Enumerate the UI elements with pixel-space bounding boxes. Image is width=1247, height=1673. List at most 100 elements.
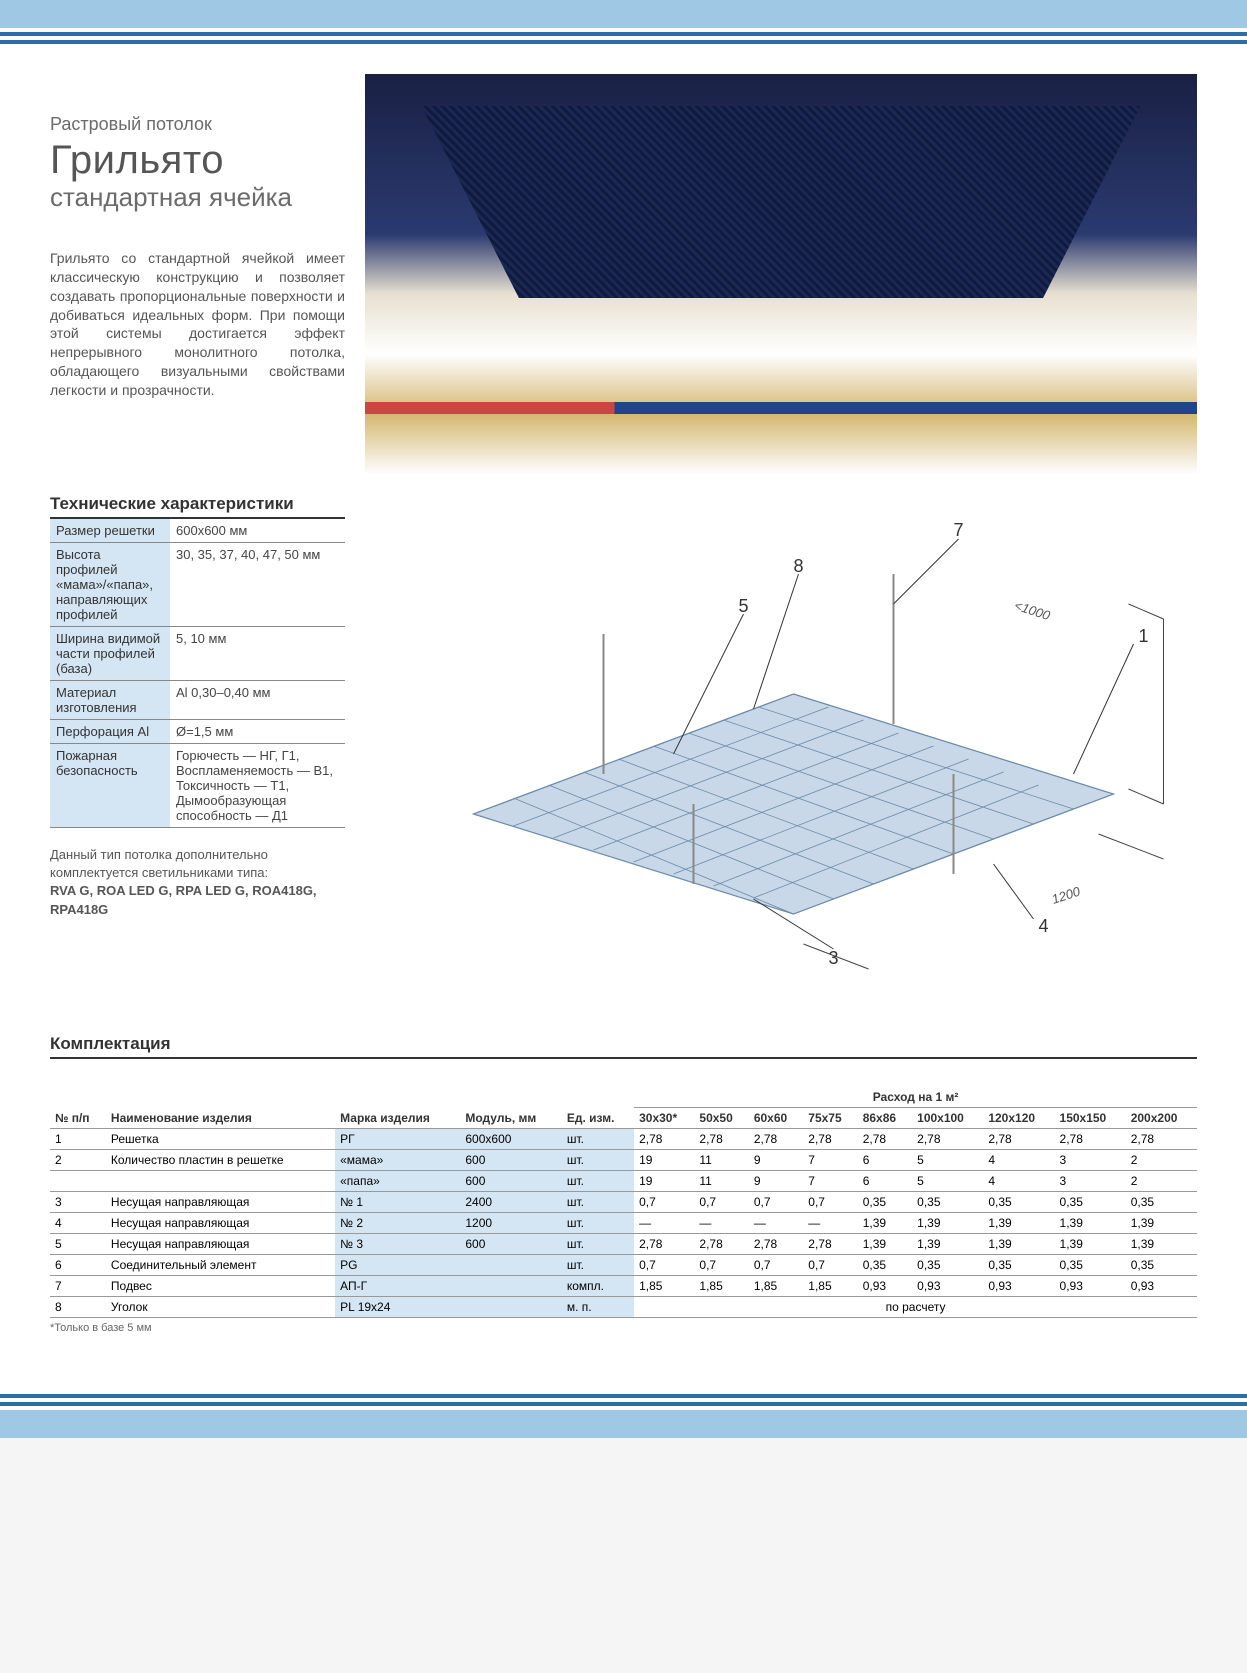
equip-value: 11 (694, 1171, 748, 1192)
equip-value: 0,35 (1055, 1255, 1126, 1276)
equip-name: Подвес (106, 1276, 335, 1297)
spec-key: Пожарная безопасность (50, 744, 170, 828)
equip-unit: м. п. (562, 1297, 634, 1318)
spec-key: Высота профилей «мама»/«папа», направляю… (50, 543, 170, 627)
equip-value: 2,78 (912, 1129, 983, 1150)
spec-value: Горючесть — НГ, Г1, Воспламеняемость — В… (170, 744, 345, 828)
equip-value: 2,78 (694, 1129, 748, 1150)
equip-value: 0,7 (749, 1255, 803, 1276)
equip-name: Несущая направляющая (106, 1234, 335, 1255)
equip-value: 4 (983, 1171, 1054, 1192)
equip-unit: компл. (562, 1276, 634, 1297)
equip-value: 2,78 (1126, 1129, 1197, 1150)
equip-num: 7 (50, 1276, 106, 1297)
equip-mod: 600 (460, 1150, 562, 1171)
equip-value: 2 (1126, 1171, 1197, 1192)
equip-value: 7 (803, 1150, 857, 1171)
equipment-footnote: *Только в базе 5 мм (50, 1322, 1197, 1334)
equip-value: 0,35 (1055, 1192, 1126, 1213)
equip-unit: шт. (562, 1129, 634, 1150)
col-brand: Марка изделия (335, 1087, 460, 1129)
equip-num: 1 (50, 1129, 106, 1150)
page: Растровый потолок Грильято стандартная я… (0, 0, 1247, 1438)
equip-value: 0,93 (1055, 1276, 1126, 1297)
equip-num (50, 1171, 106, 1192)
size-header: 75х75 (803, 1108, 857, 1129)
equip-value: 1,39 (983, 1213, 1054, 1234)
equip-value: 0,93 (983, 1276, 1054, 1297)
equip-value: 0,93 (858, 1276, 912, 1297)
equip-value: 0,35 (912, 1192, 983, 1213)
size-header: 150х150 (1055, 1108, 1126, 1129)
equip-value: 11 (694, 1150, 748, 1171)
size-header: 86х86 (858, 1108, 912, 1129)
equip-value: 9 (749, 1150, 803, 1171)
equip-value: 6 (858, 1171, 912, 1192)
col-num: № п/п (50, 1087, 106, 1129)
equip-unit: шт. (562, 1234, 634, 1255)
equip-value: 1,39 (912, 1234, 983, 1255)
equip-value: — (694, 1213, 748, 1234)
equip-value: 0,7 (694, 1192, 748, 1213)
equip-value: 3 (1055, 1171, 1126, 1192)
equip-value: 2,78 (694, 1234, 748, 1255)
spec-value: Ø=1,5 мм (170, 720, 345, 744)
equip-mod: 600 (460, 1171, 562, 1192)
diagram-label-1: 1 (1139, 626, 1149, 646)
equip-value: 1,39 (1055, 1213, 1126, 1234)
spec-key: Материал изготовления (50, 681, 170, 720)
size-header: 60х60 (749, 1108, 803, 1129)
size-header: 120х120 (983, 1108, 1054, 1129)
diagram-dim-1000: <1000 (1013, 598, 1053, 624)
equip-name: Соединительный элемент (106, 1255, 335, 1276)
spec-value: 30, 35, 37, 40, 47, 50 мм (170, 543, 345, 627)
equip-unit: шт. (562, 1150, 634, 1171)
equip-value: 0,7 (634, 1192, 694, 1213)
mid-section: Технические характеристики Размер решетк… (0, 474, 1247, 1014)
equip-value: 2,78 (634, 1234, 694, 1255)
diagram-label-5: 5 (739, 596, 749, 616)
equip-mod (460, 1255, 562, 1276)
equip-value: 6 (858, 1150, 912, 1171)
diagram-label-3: 3 (829, 948, 839, 968)
description: Грильято со стандартной ячейкой имеет кл… (50, 249, 345, 400)
diagram-label-8: 8 (794, 556, 804, 576)
equip-mod: 1200 (460, 1213, 562, 1234)
equip-value: 1,85 (803, 1276, 857, 1297)
equip-name: Несущая направляющая (106, 1213, 335, 1234)
equip-unit: шт. (562, 1255, 634, 1276)
equip-value: 1,39 (858, 1213, 912, 1234)
equip-value: — (803, 1213, 857, 1234)
equip-value: 1,39 (1055, 1234, 1126, 1255)
equip-value: 0,7 (694, 1255, 748, 1276)
equip-name: Уголок (106, 1297, 335, 1318)
spec-key: Размер решетки (50, 519, 170, 543)
diagram-label-4: 4 (1039, 916, 1049, 936)
equipment-table: № п/п Наименование изделия Марка изделия… (50, 1087, 1197, 1318)
equip-value: 19 (634, 1171, 694, 1192)
equip-mod: 2400 (460, 1192, 562, 1213)
equip-num: 2 (50, 1150, 106, 1171)
size-header: 200х200 (1126, 1108, 1197, 1129)
diagram-dim-1200: 1200 (1050, 883, 1083, 906)
size-header: 50х50 (694, 1108, 748, 1129)
equip-name: Количество пластин в решетке (106, 1150, 335, 1171)
equip-name (106, 1171, 335, 1192)
equip-value: 7 (803, 1171, 857, 1192)
diagram-label-7: 7 (954, 520, 964, 540)
equip-brand: PL 19x24 (335, 1297, 460, 1318)
equip-value-span: по расчету (634, 1297, 1197, 1318)
spec-key: Перфорация Al (50, 720, 170, 744)
equip-value: 0,35 (858, 1255, 912, 1276)
size-header: 30х30* (634, 1108, 694, 1129)
spec-key: Ширина видимой части профилей (база) (50, 627, 170, 681)
equip-name: Решетка (106, 1129, 335, 1150)
equip-value: 0,35 (912, 1255, 983, 1276)
equip-value: 0,7 (634, 1255, 694, 1276)
hero-image (365, 74, 1197, 474)
equip-value: 2,78 (803, 1129, 857, 1150)
technical-diagram: 7 8 5 1 3 4 <1000 1200 (370, 494, 1197, 974)
col-module: Модуль, мм (460, 1087, 562, 1129)
equip-brand: № 3 (335, 1234, 460, 1255)
equip-brand: № 2 (335, 1213, 460, 1234)
